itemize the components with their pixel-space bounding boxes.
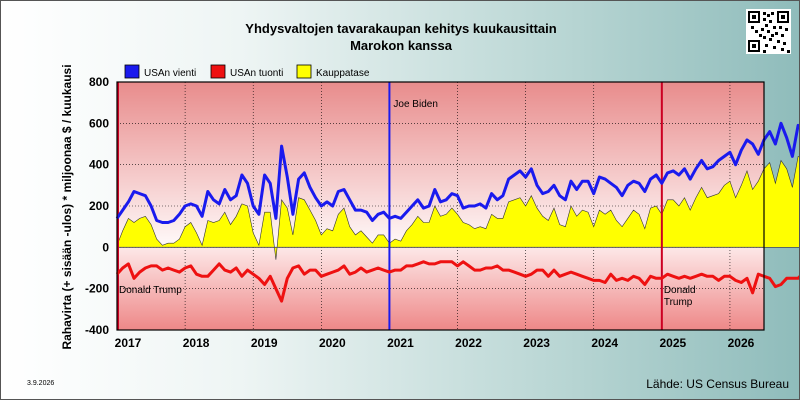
y-tick-label: 400 (89, 158, 109, 172)
x-tick-label: 2023 (523, 336, 550, 350)
y-tick-label: -200 (85, 282, 109, 296)
event-label: Donald Trump (664, 285, 696, 308)
series-area-kauppatase (116, 156, 799, 260)
chart-source: Lähde: US Census Bureau (646, 377, 789, 391)
x-tick-label: 2019 (251, 336, 278, 350)
legend-swatch (296, 64, 312, 79)
plot-border (116, 81, 765, 331)
legend-label: USAn tuonti (230, 68, 283, 79)
x-tick-label: 2022 (455, 336, 482, 350)
legend-swatch (124, 64, 140, 79)
x-tick-label: 2024 (591, 336, 618, 350)
y-tick-label: 200 (89, 199, 109, 213)
y-tick-label: 0 (102, 240, 109, 254)
chart-subtitle: Marokon kanssa (350, 38, 452, 53)
chart-title: Yhdysvaltojen tavarakaupan kehitys kuuka… (245, 21, 557, 36)
legend-label: Kauppatase (316, 68, 370, 79)
y-tick-label: -400 (85, 323, 109, 337)
x-tick-label: 2026 (728, 336, 755, 350)
event-label: Joe Biden (393, 99, 437, 110)
x-tick-label: 2021 (387, 336, 414, 350)
x-tick-label: 2017 (115, 336, 142, 350)
event-label: Donald Trump (119, 285, 182, 296)
qr-code (746, 9, 791, 54)
event-label-line: Trump (664, 297, 693, 308)
y-tick-label: 800 (89, 75, 109, 89)
series-line-usan-vienti (115, 121, 799, 224)
x-tick-label: 2020 (319, 336, 346, 350)
chart-date: 3.9.2026 (27, 380, 55, 387)
series-line-usan-tuonti (115, 260, 799, 303)
y-axis-label: Rahavirta (+ sisään -ulos) * miljoonaa $… (60, 64, 74, 349)
legend-label: USAn vienti (144, 68, 196, 79)
legend-swatch (210, 64, 226, 79)
x-tick-label: 2025 (659, 336, 686, 350)
x-tick-label: 2018 (183, 336, 210, 350)
y-tick-label: 600 (89, 116, 109, 130)
event-label-line: Donald (664, 285, 696, 296)
